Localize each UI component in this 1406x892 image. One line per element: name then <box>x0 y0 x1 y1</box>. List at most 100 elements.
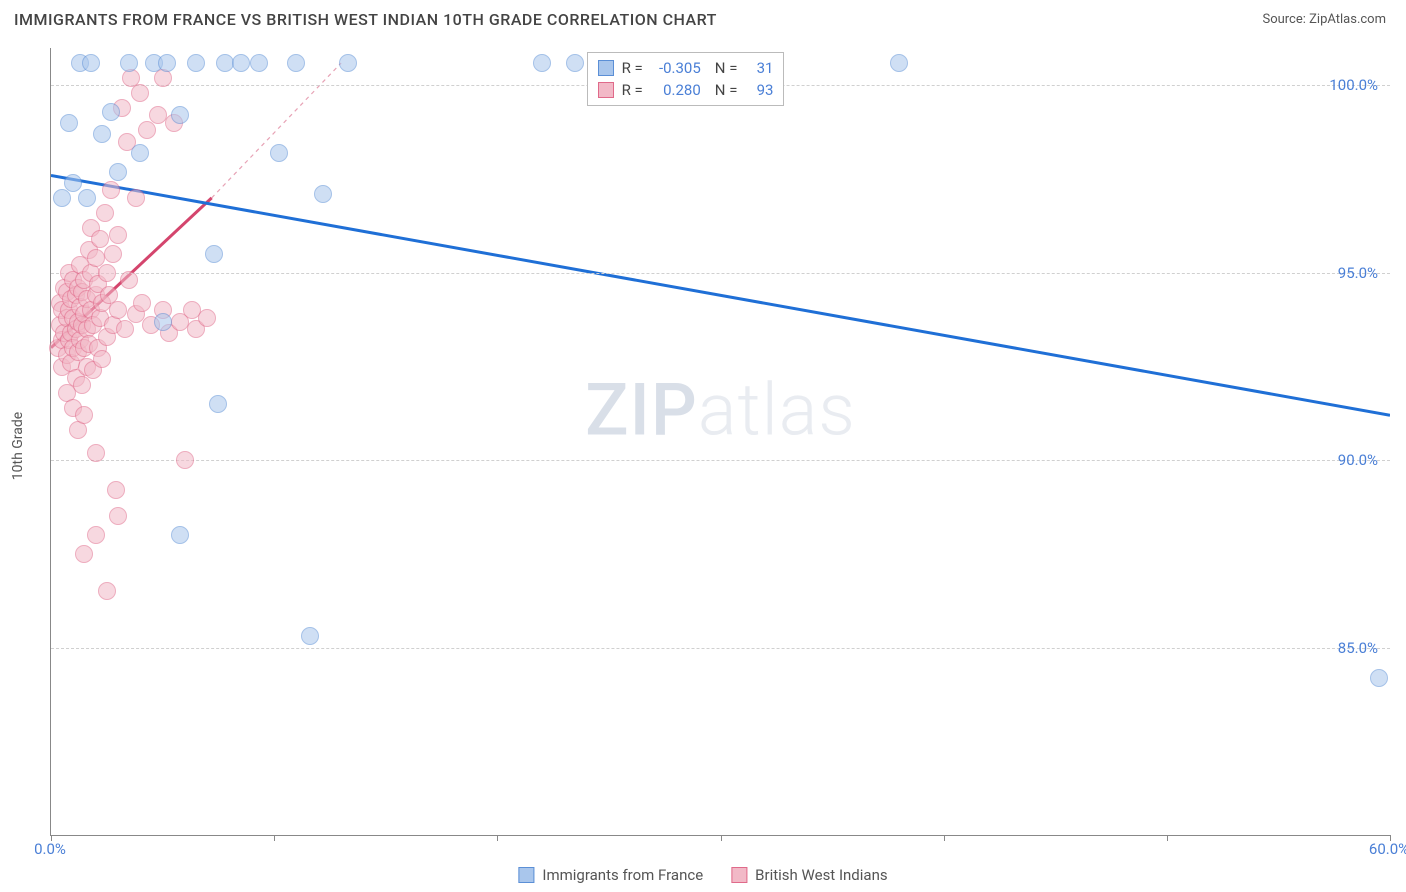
legend-stats-row-bwi: R = 0.280 N = 93 <box>598 79 774 101</box>
source-label: Source: <box>1262 12 1309 27</box>
chart-container: ZIPatlas 85.0% 90.0% 95.0% 100.0% R = -0.305 N… <box>50 48 1390 836</box>
scatter-point-france <box>205 245 223 263</box>
scatter-point-france <box>154 313 172 331</box>
legend-stats-row-france: R = -0.305 N = 31 <box>598 57 774 79</box>
scatter-point-france <box>270 144 288 162</box>
scatter-point-bwi <box>102 181 120 199</box>
swatch-france <box>598 60 614 76</box>
scatter-point-france <box>187 54 205 72</box>
legend-item-france: Immigrants from France <box>518 866 703 884</box>
legend-stats: R = -0.305 N = 31 R = 0.280 N = 93 <box>587 52 785 106</box>
y-tick-label: 95.0% <box>1338 264 1378 282</box>
scatter-point-france <box>209 395 227 413</box>
scatter-point-france <box>158 54 176 72</box>
chart-header: IMMIGRANTS FROM FRANCE VS BRITISH WEST I… <box>0 0 1406 35</box>
scatter-point-bwi <box>138 121 156 139</box>
scatter-point-bwi <box>93 350 111 368</box>
scatter-point-france <box>120 54 138 72</box>
scatter-point-bwi <box>109 301 127 319</box>
scatter-point-bwi <box>98 264 116 282</box>
legend-label-bwi: British West Indians <box>755 866 887 884</box>
r-label: R = <box>622 79 643 101</box>
watermark: ZIPatlas <box>585 368 856 453</box>
scatter-point-bwi <box>133 294 151 312</box>
scatter-point-france <box>109 163 127 181</box>
r-value-france: -0.305 <box>651 57 701 79</box>
n-value-france: 31 <box>745 57 773 79</box>
watermark-atlas: atlas <box>698 368 856 453</box>
trendline-france <box>51 175 1390 415</box>
scatter-point-france <box>232 54 250 72</box>
x-tick <box>274 835 275 841</box>
scatter-point-bwi <box>116 320 134 338</box>
scatter-point-france <box>93 125 111 143</box>
scatter-point-bwi <box>176 451 194 469</box>
scatter-point-bwi <box>87 526 105 544</box>
scatter-point-france <box>890 54 908 72</box>
r-label: R = <box>622 57 643 79</box>
scatter-point-bwi <box>98 582 116 600</box>
scatter-point-bwi <box>75 545 93 563</box>
legend-bottom: Immigrants from France British West Indi… <box>518 866 887 884</box>
n-value-bwi: 93 <box>745 79 773 101</box>
swatch-bwi <box>598 82 614 98</box>
y-tick-label: 100.0% <box>1329 76 1378 94</box>
gridline-h <box>51 648 1390 649</box>
scatter-point-france <box>314 185 332 203</box>
plot-area: ZIPatlas 85.0% 90.0% 95.0% 100.0% R = -0.305 N… <box>50 48 1390 836</box>
scatter-point-bwi <box>87 444 105 462</box>
scatter-point-bwi <box>131 84 149 102</box>
scatter-point-france <box>287 54 305 72</box>
n-label: N = <box>715 57 738 79</box>
scatter-point-bwi <box>75 406 93 424</box>
watermark-zip: ZIP <box>585 368 698 453</box>
scatter-point-france <box>566 54 584 72</box>
scatter-point-bwi <box>109 226 127 244</box>
scatter-point-bwi <box>107 481 125 499</box>
scatter-point-france <box>131 144 149 162</box>
trendline-bwi-ext <box>212 63 341 198</box>
legend-label-france: Immigrants from France <box>542 866 703 884</box>
r-value-bwi: 0.280 <box>651 79 701 101</box>
scatter-point-france <box>250 54 268 72</box>
scatter-point-bwi <box>198 309 216 327</box>
source-value: ZipAtlas.com <box>1309 12 1386 27</box>
gridline-h <box>51 460 1390 461</box>
scatter-point-france <box>171 526 189 544</box>
x-tick <box>497 835 498 841</box>
n-label: N = <box>715 79 738 101</box>
chart-title: IMMIGRANTS FROM FRANCE VS BRITISH WEST I… <box>14 10 717 29</box>
scatter-point-bwi <box>127 189 145 207</box>
scatter-point-bwi <box>120 271 138 289</box>
swatch-france <box>518 867 534 883</box>
scatter-point-france <box>53 189 71 207</box>
scatter-point-bwi <box>104 245 122 263</box>
scatter-point-bwi <box>73 376 91 394</box>
scatter-point-france <box>533 54 551 72</box>
x-tick-label: 60.0% <box>1369 840 1406 858</box>
legend-item-bwi: British West Indians <box>731 866 887 884</box>
scatter-point-france <box>1370 669 1388 687</box>
x-tick-label: 0.0% <box>34 840 66 858</box>
x-tick <box>721 835 722 841</box>
scatter-point-france <box>301 627 319 645</box>
scatter-point-france <box>64 174 82 192</box>
swatch-bwi <box>731 867 747 883</box>
scatter-point-france <box>78 189 96 207</box>
scatter-point-bwi <box>91 230 109 248</box>
y-tick-label: 90.0% <box>1338 451 1378 469</box>
source-attribution: Source: ZipAtlas.com <box>1262 12 1386 27</box>
x-tick <box>1167 835 1168 841</box>
y-axis-label: 10th Grade <box>10 412 26 480</box>
scatter-point-france <box>171 106 189 124</box>
scatter-point-france <box>102 103 120 121</box>
trend-lines-svg <box>51 48 1390 835</box>
scatter-point-france <box>82 54 100 72</box>
y-tick-label: 85.0% <box>1338 639 1378 657</box>
scatter-point-bwi <box>96 204 114 222</box>
scatter-point-bwi <box>109 507 127 525</box>
scatter-point-france <box>60 114 78 132</box>
scatter-point-france <box>339 54 357 72</box>
x-tick <box>944 835 945 841</box>
gridline-h <box>51 273 1390 274</box>
